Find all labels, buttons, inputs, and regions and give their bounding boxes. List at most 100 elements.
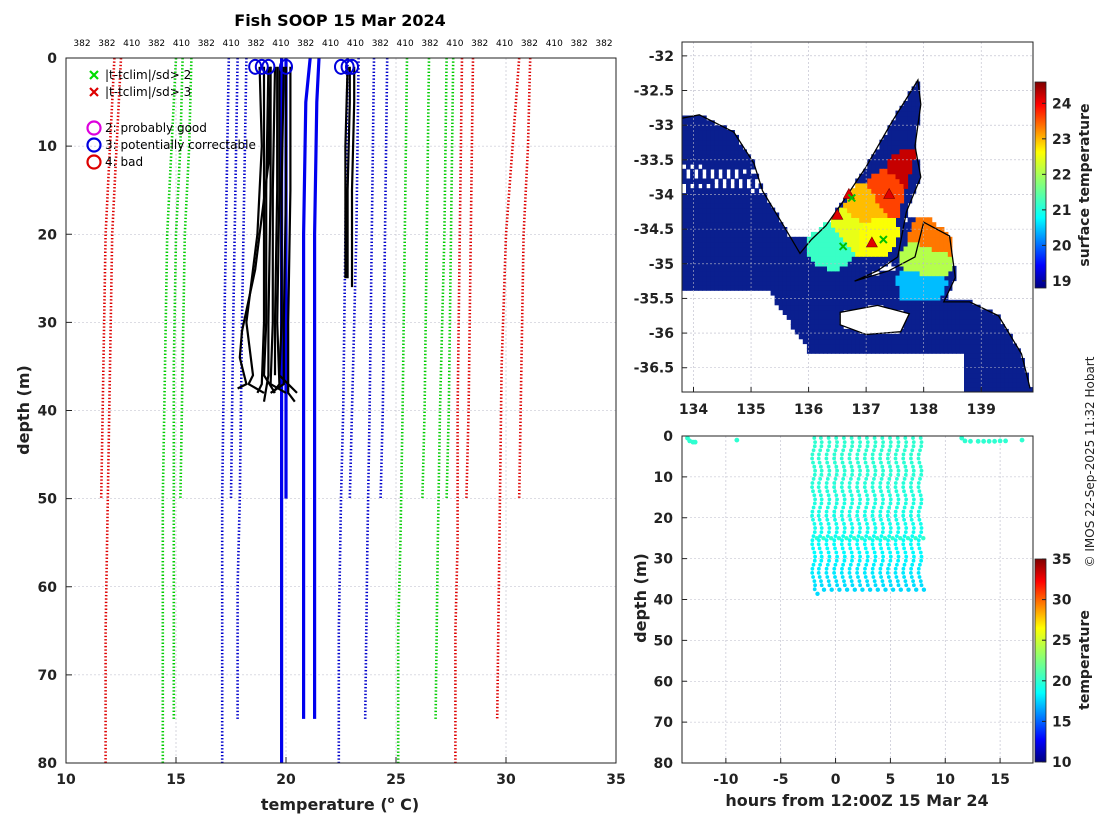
map-cell — [935, 328, 941, 335]
cast-point — [842, 526, 847, 530]
map-cell — [710, 236, 715, 243]
map-cell — [959, 319, 965, 325]
map-cell — [951, 328, 957, 335]
map-cell — [875, 207, 880, 214]
map-cell — [996, 348, 1001, 354]
map-cell — [887, 149, 892, 155]
cast-point — [896, 530, 900, 534]
cast-point — [840, 575, 845, 579]
cast-point — [832, 481, 837, 485]
map-cell — [923, 343, 929, 349]
map-cell — [895, 149, 901, 155]
cast-point — [870, 481, 875, 485]
map-cell — [742, 275, 747, 282]
map-cell — [690, 217, 695, 223]
map-cell — [694, 246, 699, 252]
map-cell — [915, 333, 921, 340]
cast-point — [903, 558, 908, 563]
map-cell — [766, 256, 772, 262]
map-cell — [903, 324, 909, 330]
map-cell — [855, 227, 860, 233]
map-cell — [835, 222, 840, 228]
map-cell — [907, 168, 913, 175]
temperature-profile — [262, 66, 272, 402]
map-cell — [702, 236, 707, 243]
profile-top-label: 382 — [421, 39, 438, 49]
map-cell — [955, 343, 961, 349]
map-cell — [915, 275, 921, 282]
time-y-tick-label: 30 — [654, 552, 674, 568]
map-cell — [798, 280, 804, 286]
map-cell — [690, 265, 695, 272]
cast-point — [918, 493, 923, 498]
map-cell — [939, 324, 945, 330]
cast-point — [918, 534, 922, 538]
map-cell — [818, 338, 824, 345]
cast-point — [827, 444, 831, 449]
cast-point — [849, 579, 854, 583]
map-cell — [939, 304, 945, 311]
map-cell — [903, 275, 909, 282]
map-cell — [855, 246, 860, 252]
map-cell — [875, 202, 880, 209]
map-cell — [766, 236, 772, 243]
map-cell — [931, 319, 937, 325]
map-cell — [762, 227, 768, 233]
map-grid — [682, 42, 1033, 392]
map-cell — [855, 295, 860, 301]
map-cell — [915, 115, 921, 121]
map-cell — [710, 125, 715, 131]
map-cell — [863, 227, 868, 233]
map-cell — [738, 285, 743, 291]
cast-point — [833, 575, 837, 579]
map-cell — [911, 333, 917, 340]
map-cell — [996, 362, 1001, 369]
map-cell — [730, 236, 735, 243]
map-cell — [851, 251, 856, 257]
map-cell — [887, 256, 892, 262]
map-cell — [883, 261, 888, 267]
map-cell — [694, 188, 699, 194]
map-cell — [714, 139, 719, 146]
cast-point — [825, 575, 830, 579]
map-cell — [899, 197, 905, 204]
cast-point — [878, 571, 883, 575]
cast-point — [865, 444, 870, 449]
map-cell — [782, 295, 788, 301]
map-cell — [694, 275, 699, 282]
cast-point — [886, 575, 891, 579]
map-cell — [718, 164, 723, 170]
map-cell — [947, 304, 953, 311]
map-cell — [786, 241, 792, 248]
cast-point — [865, 554, 870, 559]
map-cell — [1008, 387, 1013, 392]
map-cell — [895, 125, 901, 131]
map-cell — [722, 149, 727, 155]
map-cell — [726, 280, 731, 286]
map-cell — [992, 314, 997, 320]
time-x-ticks: -10 -5 0 5 10 15 — [713, 758, 1010, 788]
map-cell — [710, 222, 715, 228]
map-cell — [774, 231, 780, 238]
map-cell — [682, 270, 687, 277]
map-cell — [895, 120, 901, 126]
map-cell — [698, 193, 703, 199]
map-cell — [984, 377, 989, 383]
cast-point — [893, 485, 898, 489]
map-cell — [972, 319, 977, 325]
map-cell — [754, 246, 760, 252]
cast-point — [919, 444, 924, 449]
map-cell — [835, 309, 840, 315]
map-cell — [968, 338, 973, 345]
map-cell — [847, 290, 852, 296]
cast-point — [888, 522, 892, 526]
map-cell — [899, 227, 905, 233]
map-cell — [855, 261, 860, 267]
map-cell — [790, 241, 796, 248]
cast-point — [895, 505, 899, 510]
map-cell — [806, 280, 812, 286]
map-cell — [722, 139, 727, 146]
map-cell — [770, 231, 776, 238]
map-cell — [964, 358, 969, 364]
